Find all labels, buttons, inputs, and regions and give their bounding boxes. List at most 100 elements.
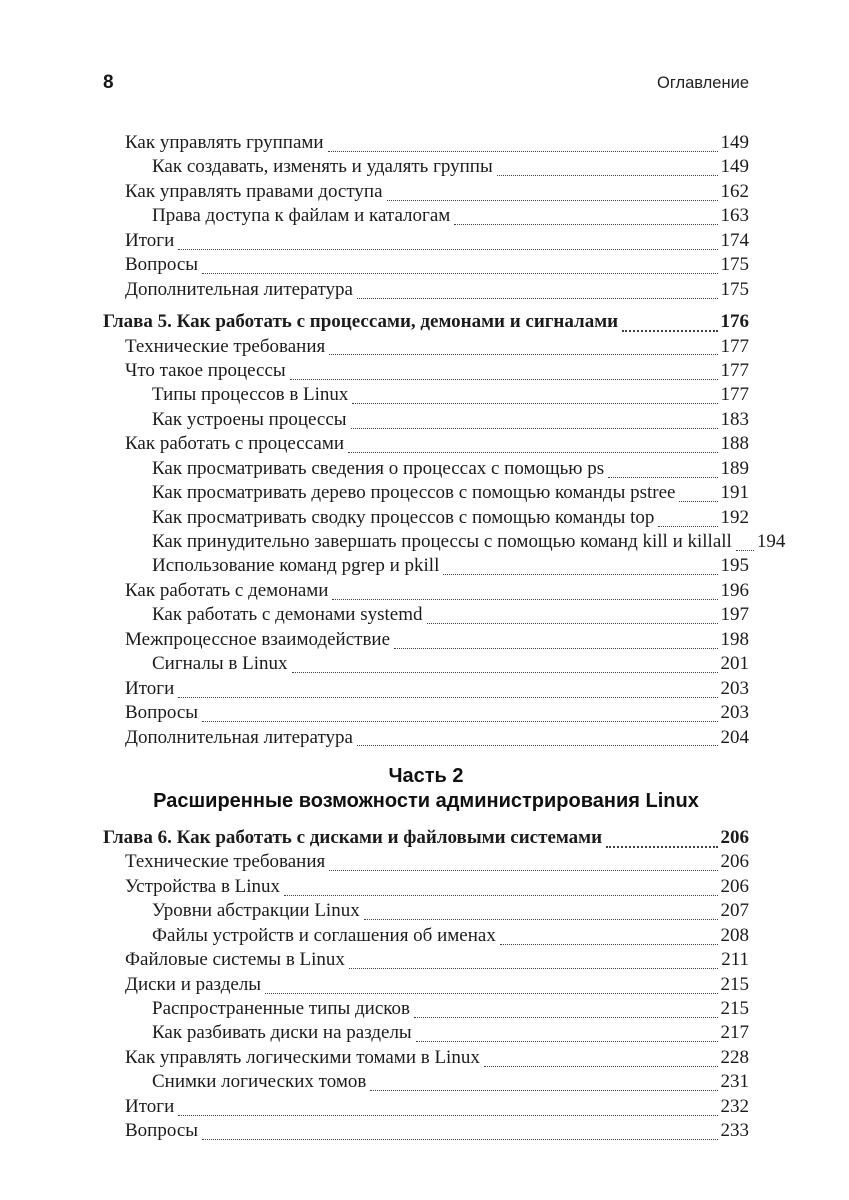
part-heading-line: Часть 2	[388, 764, 464, 787]
entry-label: Как управлять логическими томами в Linux	[125, 1046, 480, 1068]
entry-label: Как просматривать сводку процессов с пом…	[152, 506, 655, 528]
entry-label: Сигналы в Linux	[152, 653, 288, 675]
dot-leader	[332, 598, 718, 600]
dot-leader	[415, 1041, 718, 1043]
entry-page-number: 204	[720, 726, 750, 748]
entry-page-number: 191	[720, 482, 750, 504]
entry-label: Как работать с демонами	[125, 579, 329, 601]
entry-page-number: 194	[756, 531, 786, 552]
toc-entry: Итоги 174	[103, 230, 749, 254]
dot-leader	[363, 919, 718, 921]
entry-page-number: 206	[720, 875, 750, 897]
dot-leader	[622, 330, 718, 333]
toc-entry: Файлы устройств и соглашения об именах 2…	[103, 925, 749, 949]
toc-entry: Вопросы 233	[103, 1120, 749, 1144]
entry-page-number: 206	[720, 826, 750, 848]
dot-leader	[352, 403, 718, 405]
entry-page-number: 188	[720, 433, 750, 455]
entry-label: Глава 5. Как работать с процессами, демо…	[103, 311, 619, 333]
entry-page-number: 162	[720, 180, 750, 202]
dot-leader	[284, 894, 718, 896]
toc-entry: Как просматривать сводку процессов с пом…	[103, 507, 749, 531]
toc-entry: Вопросы 203	[103, 702, 749, 726]
toc-entry: Сигналы в Linux 201	[103, 653, 749, 677]
dot-leader	[350, 427, 718, 429]
entry-page-number: 149	[720, 132, 750, 153]
dot-leader	[608, 476, 718, 478]
entry-page-number: 217	[720, 1022, 750, 1044]
toc-entry: Как просматривать сведения о процессах с…	[103, 458, 749, 482]
entry-page-number: 203	[720, 677, 750, 699]
dot-leader	[414, 1016, 718, 1018]
toc-entry: Диски и разделы 215	[103, 974, 749, 998]
toc-entry: Типы процессов в Linux 177	[103, 384, 749, 408]
entry-label: Как принудительно завершать процессы с п…	[152, 531, 732, 552]
toc-entry: Как работать с демонами 196	[103, 580, 749, 604]
toc-entry: Использование команд pgrep и pkill 195	[103, 555, 749, 579]
entry-page-number: 177	[720, 384, 750, 406]
entry-label: Файлы устройств и соглашения об именах	[152, 924, 496, 946]
dot-leader	[370, 1090, 718, 1092]
entry-page-number: 177	[720, 335, 750, 357]
entry-page-number: 208	[720, 924, 750, 946]
entry-label: Дополнительная литература	[125, 726, 353, 748]
entry-label: Распространенные типы дисков	[152, 998, 411, 1019]
entry-page-number: 196	[720, 579, 750, 601]
entry-page-number: 206	[720, 851, 750, 873]
toc-entry: Как просматривать дерево процессов с пом…	[103, 482, 749, 506]
entry-label: Вопросы	[125, 1120, 199, 1142]
entry-label: Технические требования	[125, 851, 326, 873]
toc-entry: Вопросы 175	[103, 254, 749, 278]
dot-leader	[178, 696, 718, 698]
entry-label: Вопросы	[125, 254, 199, 276]
dot-leader	[394, 647, 718, 649]
dot-leader	[426, 623, 718, 625]
dot-leader	[735, 549, 754, 551]
dot-leader	[329, 870, 718, 872]
entry-label: Как устроены процессы	[152, 408, 347, 430]
entry-label: Снимки логических томов	[152, 1071, 367, 1093]
dot-leader	[496, 175, 718, 177]
dot-leader	[454, 224, 718, 226]
entry-label: Межпроцессное взаимодействие	[125, 628, 391, 650]
entry-label: Устройства в Linux	[125, 875, 281, 897]
entry-page-number: 175	[720, 254, 750, 276]
entry-page-number: 215	[720, 998, 750, 1019]
entry-page-number: 195	[720, 555, 750, 577]
entry-label: Дополнительная литература	[125, 278, 353, 300]
dot-leader	[289, 378, 718, 380]
entry-label: Как работать с процессами	[125, 433, 345, 455]
dot-leader	[348, 968, 719, 970]
part-heading-line: Расширенные возможности администрировани…	[153, 790, 699, 813]
entry-page-number: 198	[720, 628, 750, 650]
entry-page-number: 192	[720, 506, 750, 528]
entry-label: Права доступа к файлам и каталогам	[152, 205, 451, 227]
toc-entry: Как работать с процессами 188	[103, 433, 749, 457]
entry-label: Как работать с демонами systemd	[152, 604, 423, 626]
entry-page-number: 228	[720, 1046, 750, 1068]
dot-leader	[606, 846, 718, 849]
entry-label: Итоги	[125, 1095, 175, 1117]
entry-page-number: 176	[720, 311, 750, 333]
entry-label: Типы процессов в Linux	[152, 384, 349, 406]
toc-chapter-entry: Глава 6. Как работать с дисками и файлов…	[103, 827, 749, 851]
toc-entry: Как устроены процессы 183	[103, 409, 749, 433]
entry-page-number: 201	[720, 653, 750, 675]
entry-label: Диски и разделы	[125, 973, 262, 995]
toc-entry: Как управлять правами доступа 162	[103, 181, 749, 205]
dot-leader	[499, 943, 718, 945]
dot-leader	[202, 273, 718, 275]
toc-entry: Технические требования 206	[103, 851, 749, 875]
toc-entry: Дополнительная литература 175	[103, 279, 749, 303]
toc-entry: Как разбивать диски на разделы 217	[103, 1022, 749, 1046]
entry-label: Как управлять группами	[125, 132, 324, 153]
toc-entry: Распространенные типы дисков 215	[103, 998, 749, 1022]
dot-leader	[386, 199, 718, 201]
dot-leader	[679, 501, 718, 503]
entry-label: Использование команд pgrep и pkill	[152, 555, 440, 577]
dot-leader	[178, 1114, 718, 1116]
toc-entry: Итоги 232	[103, 1096, 749, 1120]
dot-leader	[348, 452, 718, 454]
toc-entry: Дополнительная литература 204	[103, 727, 749, 751]
entry-label: Технические требования	[125, 335, 326, 357]
